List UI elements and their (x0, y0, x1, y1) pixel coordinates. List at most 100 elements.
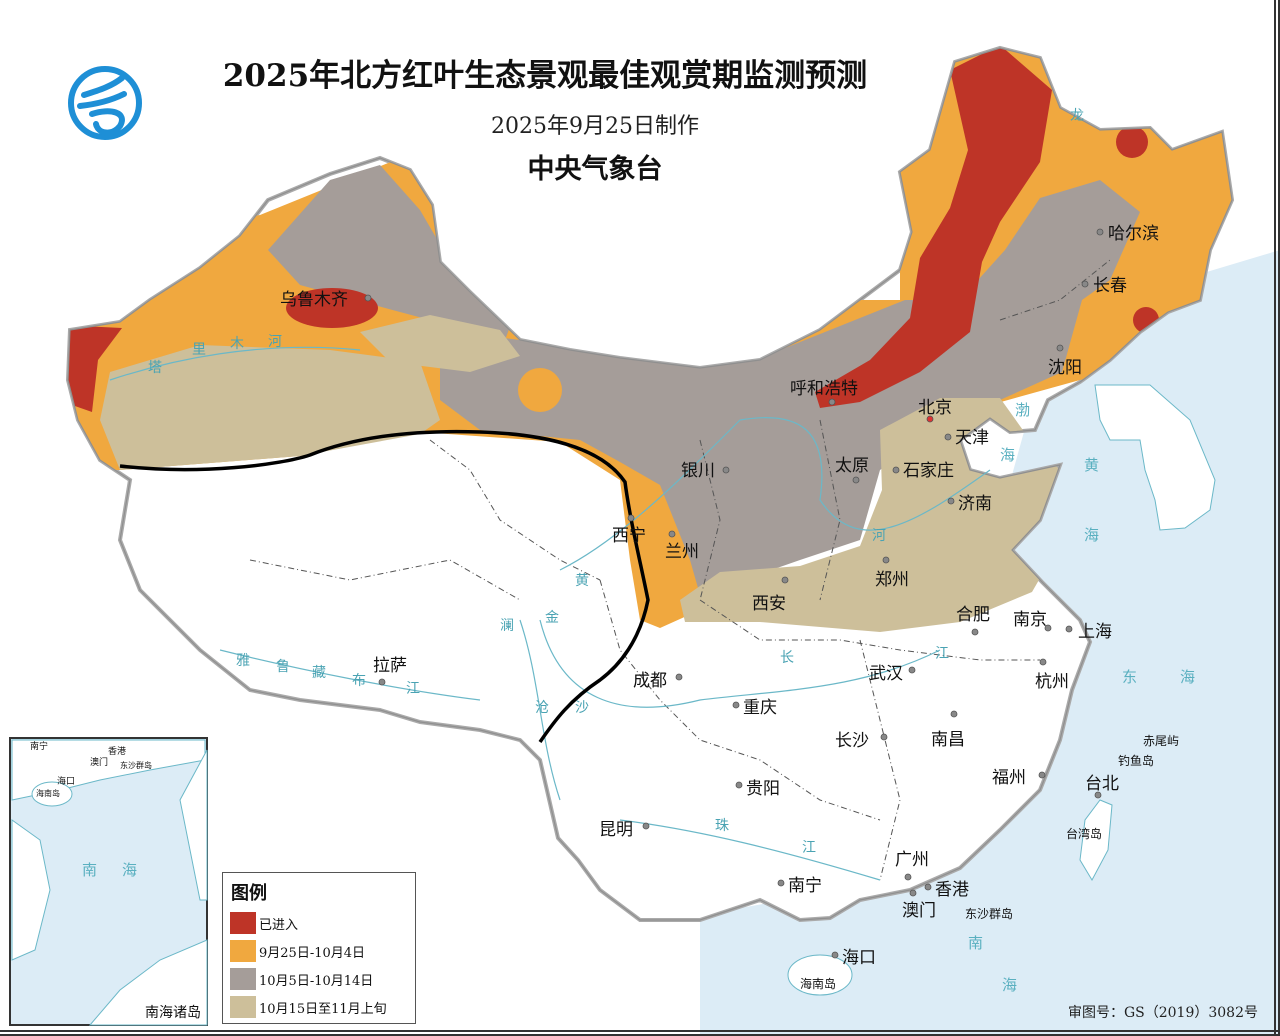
svg-text:海: 海 (1180, 668, 1195, 686)
svg-text:河: 河 (872, 528, 886, 544)
city-label: 西安 (752, 594, 786, 614)
city-label: 南京 (1013, 610, 1047, 630)
city-label: 兰州 (665, 542, 699, 562)
svg-text:江: 江 (935, 646, 949, 662)
svg-text:鲁: 鲁 (276, 659, 290, 675)
city-label: 杭州 (1035, 672, 1069, 692)
legend-item: 9月25日-10月4日 (230, 937, 415, 965)
svg-text:金: 金 (545, 610, 559, 626)
svg-text:珠: 珠 (715, 818, 729, 834)
island-label: 赤尾屿 (1143, 734, 1179, 748)
city-label: 石家庄 (903, 461, 954, 481)
city-label: 西宁 (612, 526, 646, 546)
svg-text:沧: 沧 (535, 699, 549, 716)
legend-label: 10月15日至11月上旬 (259, 1001, 387, 1017)
city-markers (364, 228, 1104, 959)
legend-swatch-gray (230, 968, 256, 990)
legend-swatch-red (230, 912, 256, 934)
sea-labels: 渤海 黄海 东海 南海 (968, 401, 1195, 994)
map-approval-number: 审图号：GS（2019）3082号 (1067, 1005, 1258, 1021)
city-label: 武汉 (869, 664, 903, 684)
city-label: 上海 (1078, 622, 1112, 642)
svg-text:江: 江 (802, 840, 816, 856)
south-china-sea-inset: 南宁 香港 澳门 东沙群岛 海口 海南岛 南 海 南海诸岛 (9, 737, 208, 1026)
zone-orange-ningxia (518, 368, 562, 412)
svg-text:南海诸岛: 南海诸岛 (145, 1005, 201, 1021)
legend: 图例 已进入 9月25日-10月4日 10月5日-10月14日 10月15日至1… (222, 872, 416, 1024)
svg-text:布: 布 (352, 673, 366, 689)
svg-text:雅: 雅 (236, 653, 250, 669)
city-labels: 乌鲁木齐 哈尔滨 长春 沈阳 呼和浩特 北京 天津 石家庄 太原 银川 济南 西… (280, 224, 1159, 968)
city-label: 福州 (992, 768, 1026, 788)
svg-text:海口: 海口 (57, 775, 75, 787)
zone-red-northeast (815, 48, 1052, 408)
city-label: 呼和浩特 (790, 379, 858, 399)
city-label: 合肥 (956, 605, 990, 625)
city-label: 澳门 (902, 901, 936, 921)
svg-text:黄: 黄 (1084, 456, 1099, 474)
page-title: 2025年北方红叶生态景观最佳观赏期监测预测 (222, 58, 868, 94)
city-label: 南宁 (788, 876, 822, 896)
svg-text:海: 海 (1084, 526, 1099, 544)
svg-text:海南岛: 海南岛 (36, 788, 60, 798)
legend-label: 已进入 (259, 917, 299, 933)
svg-text:东: 东 (1122, 668, 1137, 686)
zone-red-west (68, 325, 122, 412)
zone-red-heihe (1116, 126, 1148, 158)
svg-text:海: 海 (122, 861, 137, 879)
city-label: 郑州 (875, 570, 909, 590)
city-label: 长春 (1093, 276, 1127, 296)
svg-text:木: 木 (230, 336, 244, 352)
river-labels: 塔里 木河 雅鲁 藏布 江 黄河 长江 珠江 澜沧 金沙 龙 (148, 108, 1084, 856)
city-label: 成都 (633, 671, 667, 691)
city-label: 拉萨 (373, 656, 407, 676)
island-label: 海南岛 (800, 976, 836, 991)
boundary-line (119, 429, 650, 743)
city-label: 太原 (835, 456, 869, 476)
city-label: 哈尔滨 (1108, 224, 1159, 244)
cma-logo (68, 66, 142, 140)
island-label: 东沙群岛 (965, 906, 1013, 921)
hainan-island (787, 954, 853, 996)
svg-text:南: 南 (82, 861, 97, 879)
svg-text:长: 长 (780, 650, 794, 666)
city-label: 台北 (1085, 774, 1119, 794)
production-date: 2025年9月25日制作 (491, 114, 699, 139)
city-label: 昆明 (599, 820, 633, 840)
legend-swatch-tan (230, 996, 256, 1018)
zone-tan-tarim (100, 345, 440, 470)
korea-landmass (1094, 384, 1216, 531)
svg-text:里: 里 (192, 342, 206, 358)
city-label: 济南 (958, 494, 992, 514)
frame-border (0, 1030, 1280, 1036)
legend-item: 已进入 (230, 909, 415, 937)
island-label: 钓鱼岛 (1118, 753, 1154, 768)
city-label: 贵阳 (746, 779, 780, 799)
zone-tan-basin (360, 315, 520, 372)
svg-text:香港: 香港 (108, 745, 126, 757)
organization-name: 中央气象台 (527, 154, 663, 185)
svg-text:沙: 沙 (575, 700, 589, 716)
svg-text:海: 海 (1000, 446, 1015, 464)
city-label: 海口 (842, 948, 876, 968)
city-label: 南昌 (931, 730, 965, 750)
legend-title: 图例 (231, 883, 267, 904)
zone-gray-north-xinjiang (268, 165, 520, 340)
legend-label: 10月5日-10月14日 (259, 973, 374, 989)
rivers (109, 346, 991, 881)
city-label: 乌鲁木齐 (280, 290, 348, 310)
legend-swatch-orange (230, 940, 256, 962)
svg-text:河: 河 (268, 334, 282, 350)
zone-gray-main (440, 180, 1140, 595)
svg-text:海: 海 (1002, 976, 1017, 994)
city-label: 广州 (895, 850, 929, 870)
svg-text:藏: 藏 (312, 665, 326, 681)
city-label: 天津 (955, 428, 989, 448)
city-label: 银川 (681, 461, 715, 481)
city-label: 沈阳 (1048, 358, 1082, 378)
legend-item: 10月15日至11月上旬 (230, 993, 415, 1021)
island-label: 台湾岛 (1066, 826, 1102, 841)
taiwan-island (1079, 799, 1113, 882)
